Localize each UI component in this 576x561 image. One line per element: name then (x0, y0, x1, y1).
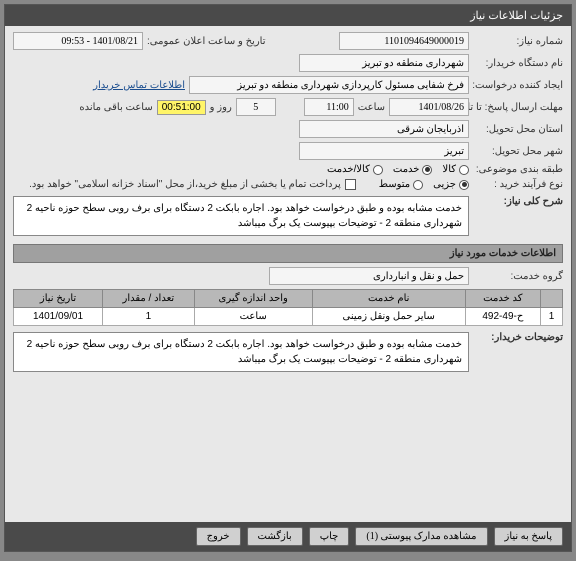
deadline-label: مهلت ارسال پاسخ: تا تاریخ: (473, 102, 563, 113)
content-area: شماره نیاز: تاریخ و ساعت اعلان عمومی: نا… (5, 26, 571, 522)
budget-opt-0[interactable]: کالا (442, 164, 469, 175)
days-field (236, 98, 276, 116)
city-label: شهر محل تحویل: (473, 146, 563, 157)
province-field (299, 120, 469, 138)
services-section-bar: اطلاعات خدمات مورد نیاز (13, 244, 563, 263)
cell-idx: 1 (541, 308, 563, 326)
contact-link[interactable]: اطلاعات تماس خریدار (93, 80, 185, 91)
budget-radio-group: کالا خدمت کالا/خدمت (327, 164, 469, 175)
buyerdesc-label: توضیحات خریدار: (473, 332, 563, 343)
treasury-checkbox[interactable] (345, 179, 356, 190)
print-button[interactable]: چاپ (309, 527, 350, 546)
hour-label: ساعت (358, 102, 385, 113)
back-button[interactable]: بازگشت (247, 527, 303, 546)
req-no-label: شماره نیاز: (473, 36, 563, 47)
buytype-opt-0[interactable]: جزیی (433, 179, 469, 190)
day-label: روز و (210, 102, 232, 113)
servicegroup-field (269, 267, 469, 285)
col-code: کد خدمت (465, 290, 540, 308)
province-label: استان محل تحویل: (473, 124, 563, 135)
buytype-opt-1[interactable]: متوسط (379, 179, 423, 190)
timer: 00:51:00 (157, 100, 206, 115)
servicegroup-label: گروه خدمت: (473, 271, 563, 282)
footer-bar: پاسخ به نیاز مشاهده مدارک پیوستی (1) چاپ… (5, 522, 571, 551)
details-window: جزئیات اطلاعات نیاز شماره نیاز: تاریخ و … (4, 4, 572, 552)
col-idx (541, 290, 563, 308)
cell-unit: ساعت (194, 308, 312, 326)
radio-icon (459, 165, 469, 175)
requester-label: ایجاد کننده درخواست: (473, 80, 563, 91)
attachments-button[interactable]: مشاهده مدارک پیوستی (1) (355, 527, 487, 546)
deadline-hour (304, 98, 354, 116)
table-header-row: کد خدمت نام خدمت واحد اندازه گیری تعداد … (14, 290, 563, 308)
services-table: کد خدمت نام خدمت واحد اندازه گیری تعداد … (13, 289, 563, 326)
window-title: جزئیات اطلاعات نیاز (470, 10, 563, 22)
cell-date: 1401/09/01 (14, 308, 103, 326)
respond-button[interactable]: پاسخ به نیاز (494, 527, 564, 546)
keydesc-label: شرح کلی نیاز: (473, 196, 563, 207)
remain-label: ساعت باقی مانده (79, 102, 152, 113)
buyer-org-label: نام دستگاه خریدار: (473, 58, 563, 69)
req-no-field (339, 32, 469, 50)
city-field (299, 142, 469, 160)
radio-icon (459, 180, 469, 190)
radio-icon (413, 180, 423, 190)
col-date: تاریخ نیاز (14, 290, 103, 308)
col-unit: واحد اندازه گیری (194, 290, 312, 308)
buyerdesc-box: خدمت مشابه بوده و طبق درخواست خواهد بود.… (13, 332, 469, 372)
table-row[interactable]: 1 ح-49-492 سایر حمل ونقل زمینی ساعت 1 14… (14, 308, 563, 326)
radio-icon (422, 165, 432, 175)
col-name: نام خدمت (312, 290, 465, 308)
col-qty: تعداد / مقدار (103, 290, 195, 308)
requester-field (189, 76, 469, 94)
buyer-org-field (299, 54, 469, 72)
keydesc-box: خدمت مشابه بوده و طبق درخواست خواهد بود.… (13, 196, 469, 236)
cell-qty: 1 (103, 308, 195, 326)
pubdate-field (13, 32, 143, 50)
cell-name: سایر حمل ونقل زمینی (312, 308, 465, 326)
pubdate-label: تاریخ و ساعت اعلان عمومی: (147, 36, 266, 47)
window-titlebar: جزئیات اطلاعات نیاز (5, 5, 571, 26)
budget-label: طبقه بندی موضوعی: (473, 164, 563, 175)
budget-opt-1[interactable]: خدمت (393, 164, 433, 175)
cell-code: ح-49-492 (465, 308, 540, 326)
budget-opt-2[interactable]: کالا/خدمت (327, 164, 383, 175)
radio-icon (373, 165, 383, 175)
exit-button[interactable]: خروج (196, 527, 241, 546)
buytype-label: نوع فرآیند خرید : (473, 179, 563, 190)
deadline-date (389, 98, 469, 116)
buytype-radio-group: جزیی متوسط (379, 179, 469, 190)
treasury-note: پرداخت تمام یا بخشی از مبلغ خرید،از محل … (29, 179, 341, 190)
